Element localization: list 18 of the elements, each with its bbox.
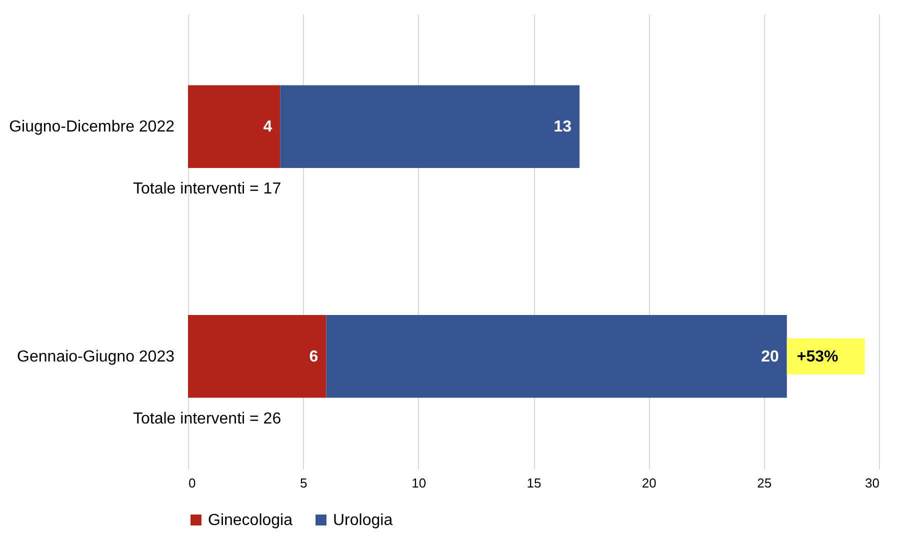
y-tick-label: Giugno-Dicembre 2022 (9, 118, 175, 136)
legend-label: Ginecologia (208, 512, 293, 529)
y-tick-label: Gennaio-Giugno 2023 (17, 348, 175, 366)
legend-label: Urologia (333, 512, 393, 529)
x-tick-label: 15 (526, 476, 542, 490)
data-label: 20 (761, 348, 779, 366)
x-tick-label: 30 (865, 476, 880, 490)
x-tick-label: 0 (188, 476, 196, 490)
x-tick-label: 20 (642, 476, 656, 490)
x-tick-label: 10 (412, 476, 426, 490)
data-label: 4 (263, 118, 272, 136)
data-label: 13 (554, 118, 572, 136)
total-label: Totale interventi = 17 (133, 180, 282, 198)
x-tick-label: 5 (300, 476, 308, 490)
annotation: +53% (796, 348, 838, 366)
x-tick-label: 25 (757, 476, 772, 490)
total-label: Totale interventi = 26 (133, 410, 282, 428)
data-label: 6 (309, 348, 318, 366)
